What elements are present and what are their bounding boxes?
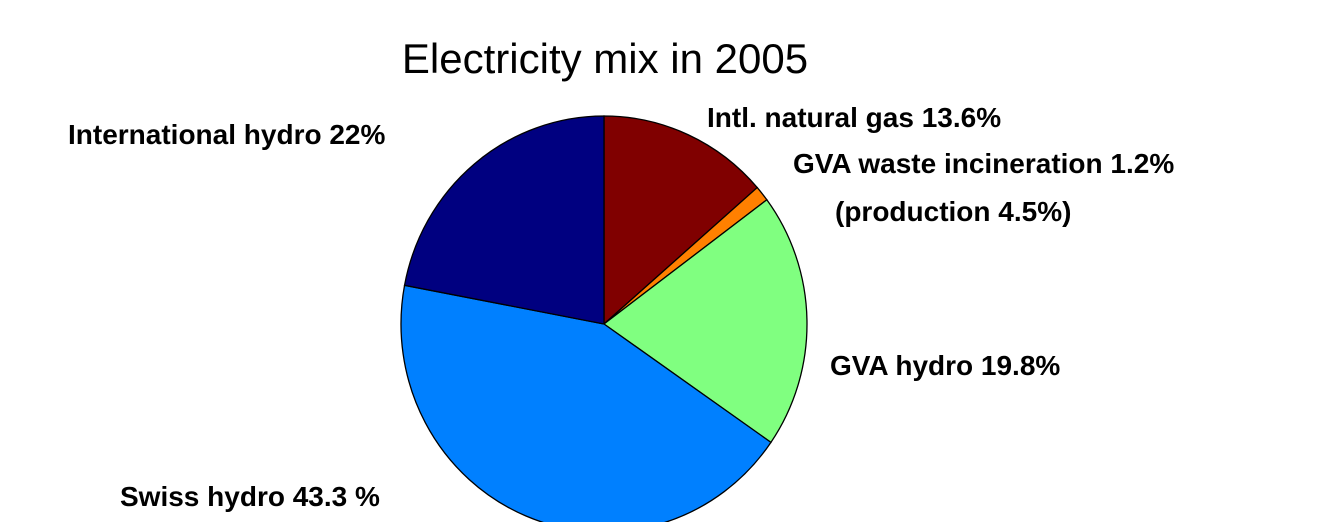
pie-slice-2 (602, 198, 808, 444)
label-international-hydro: International hydro 22% (68, 119, 386, 150)
label-gva-hydro: GVA hydro 19.8% (830, 350, 1061, 381)
pie-slice-4 (403, 115, 605, 325)
label-gva-waste-incineration: GVA waste incineration 1.2% (793, 148, 1175, 179)
label-gva-waste-production: (production 4.5%) (835, 196, 1072, 227)
pie-slice-3 (400, 284, 772, 522)
chart-title: Electricity mix in 2005 (401, 35, 809, 82)
label-intl-natural-gas: Intl. natural gas 13.6% (707, 102, 1002, 133)
label-swiss-hydro: Swiss hydro 43.3 % (120, 481, 380, 512)
pie-slice-0 (603, 115, 759, 326)
